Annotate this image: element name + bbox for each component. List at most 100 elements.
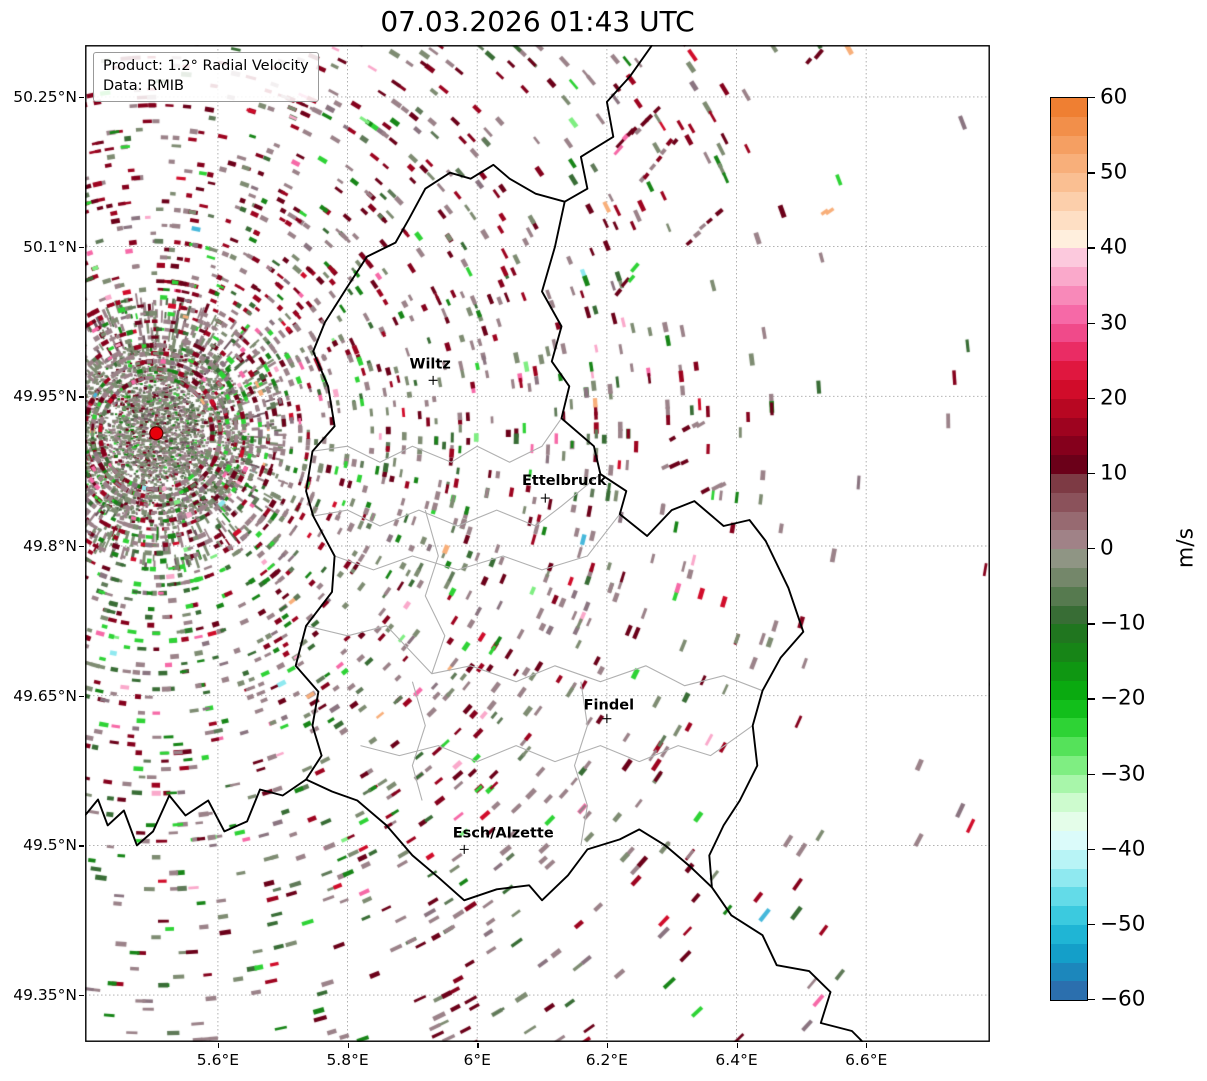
colorbar-segment bbox=[1051, 248, 1087, 268]
colorbar-segment bbox=[1051, 98, 1087, 117]
colorbar-segment bbox=[1051, 605, 1087, 625]
colorbar-segment bbox=[1051, 323, 1087, 343]
y-tick-label: 50.25°N bbox=[13, 87, 77, 106]
colorbar-segment bbox=[1051, 699, 1087, 719]
x-tick-label: 5.6°E bbox=[196, 1051, 239, 1069]
regional-border bbox=[424, 509, 446, 674]
colorbar-tick-mark bbox=[1088, 322, 1095, 324]
colorbar-segment bbox=[1051, 473, 1087, 493]
colorbar-segment bbox=[1051, 511, 1087, 531]
x-tick-label: 5.8°E bbox=[326, 1051, 369, 1069]
city-marker-icon bbox=[540, 493, 550, 503]
colorbar-segment bbox=[1051, 680, 1087, 700]
colorbar-tick-mark bbox=[1088, 773, 1095, 775]
city-marker-icon bbox=[602, 714, 612, 724]
colorbar-tick-label: 0 bbox=[1100, 535, 1114, 561]
colorbar-segment bbox=[1051, 191, 1087, 211]
y-tick-mark bbox=[79, 545, 84, 548]
colorbar-tick-mark bbox=[1088, 472, 1095, 475]
colorbar-segment bbox=[1051, 267, 1087, 286]
colorbar-segment bbox=[1051, 737, 1087, 756]
colorbar-tick-label: 60 bbox=[1100, 84, 1128, 110]
colorbar-tick-mark bbox=[1088, 999, 1095, 1001]
colorbar-segment bbox=[1051, 455, 1087, 474]
colorbar-tick-mark bbox=[1088, 623, 1095, 625]
colorbar-segment bbox=[1051, 718, 1087, 738]
y-tick-mark bbox=[79, 396, 84, 398]
colorbar-segment bbox=[1051, 229, 1087, 249]
city-label: Esch/Alzette bbox=[453, 825, 554, 841]
colorbar-tick-label: 40 bbox=[1100, 234, 1128, 260]
y-tick-mark bbox=[79, 246, 84, 248]
colorbar-tick-mark bbox=[1088, 698, 1095, 700]
colorbar-segment bbox=[1051, 135, 1087, 155]
radial-velocity-field-canvas bbox=[85, 45, 990, 1042]
city-marker-icon bbox=[428, 375, 438, 385]
colorbar-segment bbox=[1051, 154, 1087, 174]
colorbar-segment bbox=[1051, 943, 1087, 963]
regional-border bbox=[313, 473, 601, 527]
colorbar-tick-mark bbox=[1088, 397, 1095, 400]
y-tick-label: 49.5°N bbox=[23, 836, 77, 855]
x-tick-mark bbox=[347, 1043, 349, 1048]
regional-border bbox=[305, 625, 763, 692]
colorbar-tick-label: −30 bbox=[1100, 761, 1146, 786]
colorbar-tick-label: −40 bbox=[1100, 836, 1146, 862]
regional-border bbox=[334, 513, 621, 571]
national-border bbox=[85, 778, 307, 847]
colorbar-segment bbox=[1051, 530, 1087, 550]
city-marker-icon bbox=[459, 844, 469, 854]
colorbar-segment bbox=[1051, 812, 1087, 832]
y-tick-label: 49.95°N bbox=[13, 387, 77, 406]
colorbar-segment bbox=[1051, 643, 1087, 662]
regional-border bbox=[360, 725, 754, 763]
colorbar-segment bbox=[1051, 774, 1087, 794]
product-info-box: Product: 1.2° Radial Velocity Data: RMIB bbox=[93, 52, 319, 102]
x-tick-label: 6.6°E bbox=[845, 1051, 888, 1069]
city-label: Ettelbruck bbox=[522, 473, 607, 489]
y-tick-mark bbox=[79, 995, 84, 997]
colorbar-segment bbox=[1051, 304, 1087, 324]
regional-border bbox=[573, 681, 588, 846]
colorbar-segment bbox=[1051, 398, 1087, 418]
colorbar-tick-label: 10 bbox=[1100, 460, 1128, 486]
x-tick-label: 6.2°E bbox=[585, 1051, 628, 1069]
colorbar-segment bbox=[1051, 116, 1087, 136]
y-tick-label: 50.1°N bbox=[23, 237, 77, 256]
colorbar-segment bbox=[1051, 549, 1087, 568]
y-tick-label: 49.8°N bbox=[23, 536, 77, 555]
regional-border bbox=[312, 417, 562, 463]
colorbar-tick-mark bbox=[1088, 247, 1095, 249]
colorbar-tick-label: 20 bbox=[1100, 385, 1128, 411]
colorbar-segment bbox=[1051, 624, 1087, 644]
colorbar-segment bbox=[1051, 906, 1087, 926]
colorbar-segment bbox=[1051, 417, 1087, 437]
colorbar-tick-label: 50 bbox=[1100, 159, 1128, 185]
x-tick-mark bbox=[477, 1043, 479, 1048]
y-tick-mark bbox=[79, 845, 84, 847]
colorbar-segment bbox=[1051, 361, 1087, 380]
colorbar-tick-label: −20 bbox=[1100, 685, 1146, 711]
colorbar-segment bbox=[1051, 793, 1087, 813]
data-source-label: Data: RMIB bbox=[103, 78, 184, 95]
x-tick-mark bbox=[866, 1043, 868, 1048]
colorbar-tick-label: −60 bbox=[1100, 986, 1146, 1012]
x-tick-label: 6°E bbox=[463, 1051, 491, 1069]
x-tick-mark bbox=[606, 1043, 609, 1048]
colorbar-segment bbox=[1051, 831, 1087, 850]
colorbar-segment bbox=[1051, 379, 1087, 399]
x-tick-mark bbox=[736, 1043, 738, 1048]
product-label: Product: 1.2° Radial Velocity bbox=[103, 58, 309, 74]
y-tick-mark bbox=[79, 96, 84, 99]
colorbar-segment bbox=[1051, 436, 1087, 456]
colorbar-segment bbox=[1051, 285, 1087, 305]
colorbar-segment bbox=[1051, 962, 1087, 982]
colorbar-tick-mark bbox=[1088, 172, 1095, 174]
x-tick-mark bbox=[217, 1043, 220, 1048]
colorbar-segment bbox=[1051, 887, 1087, 907]
colorbar-tick-mark bbox=[1088, 923, 1095, 926]
y-tick-mark bbox=[79, 695, 84, 697]
y-tick-label: 49.35°N bbox=[13, 986, 77, 1005]
city-label: Findel bbox=[584, 698, 634, 714]
